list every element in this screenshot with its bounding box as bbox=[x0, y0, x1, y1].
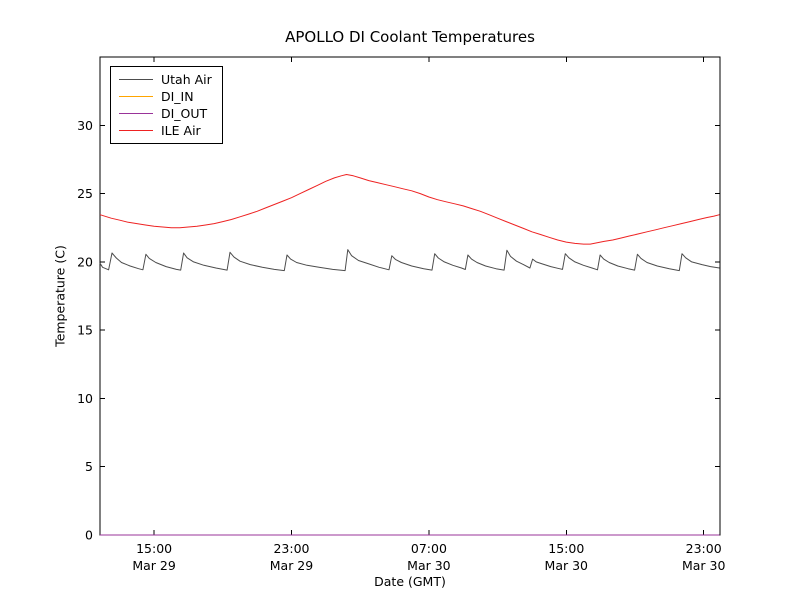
y-tick-label: 10 bbox=[77, 391, 93, 406]
legend-line-sample bbox=[119, 95, 153, 98]
legend-label: ILE Air bbox=[161, 123, 201, 138]
x-tick-label: 07:00 Mar 30 bbox=[407, 541, 451, 573]
y-tick-label: 30 bbox=[77, 118, 93, 133]
legend-line-sample bbox=[119, 129, 153, 132]
y-tick-label: 20 bbox=[77, 254, 93, 269]
series-line-utah-air bbox=[99, 249, 720, 272]
x-tick-label: 15:00 Mar 29 bbox=[132, 541, 176, 573]
legend: Utah Air DI_IN DI_OUT ILE Air bbox=[110, 66, 223, 144]
chart-title: APOLLO DI Coolant Temperatures bbox=[285, 28, 535, 46]
legend-label: DI_IN bbox=[161, 89, 194, 104]
legend-line-sample bbox=[119, 112, 153, 115]
y-tick-label: 0 bbox=[85, 528, 93, 543]
legend-label: DI_OUT bbox=[161, 106, 208, 121]
x-tick-label: 15:00 Mar 30 bbox=[545, 541, 589, 573]
y-tick-label: 15 bbox=[77, 323, 93, 338]
legend-item-di-out: DI_OUT bbox=[119, 105, 212, 122]
legend-item-di-in: DI_IN bbox=[119, 88, 212, 105]
y-tick-label: 5 bbox=[85, 459, 93, 474]
legend-label: Utah Air bbox=[161, 72, 212, 87]
legend-item-ile-air: ILE Air bbox=[119, 122, 212, 139]
y-tick-label: 25 bbox=[77, 186, 93, 201]
series-line-ile-air bbox=[99, 174, 720, 245]
x-tick-label: 23:00 Mar 30 bbox=[682, 541, 726, 573]
legend-line-sample bbox=[119, 78, 153, 81]
y-axis-label: Temperature (C) bbox=[52, 245, 68, 347]
legend-item-utah-air: Utah Air bbox=[119, 71, 212, 88]
x-tick-label: 23:00 Mar 29 bbox=[270, 541, 314, 573]
x-axis-label: Date (GMT) bbox=[374, 574, 446, 589]
